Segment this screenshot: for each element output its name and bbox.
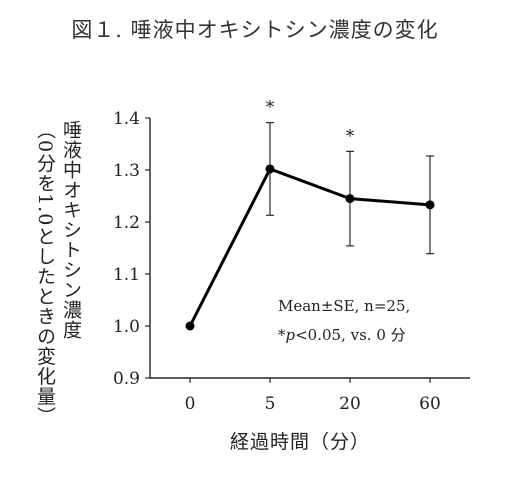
stats-note-line1: Mean±SE, n=25, — [278, 297, 411, 315]
data-point — [185, 321, 195, 331]
data-point — [265, 164, 275, 174]
y-axis-label: 唾液中オキシトシン濃度 （0分を1.0としたときの変化量） — [28, 120, 84, 440]
stats-note-p: p — [285, 326, 296, 344]
y-tick-label: 1.3 — [113, 161, 140, 181]
y-axis-label-line2: （0分を1.0としたときの変化量） — [34, 120, 56, 427]
series-line — [188, 167, 431, 327]
y-tick-label: 1.0 — [113, 317, 140, 337]
stats-note-asterisk: * — [278, 326, 286, 344]
x-tick-label: 20 — [339, 394, 361, 414]
stats-note: Mean±SE, n=25, *p<0.05, vs. 0 分 — [278, 292, 410, 350]
data-point — [345, 194, 355, 204]
y-tick-label: 1.2 — [113, 213, 140, 233]
x-tick-label: 0 — [185, 394, 196, 414]
x-axis-label: 経過時間（分） — [229, 431, 370, 453]
significance-mark: * — [266, 98, 275, 118]
y-axis-label-line1: 唾液中オキシトシン濃度 — [60, 120, 82, 340]
chart-title: 図１. 唾液中オキシトシン濃度の変化 — [71, 18, 439, 42]
x-tick-label: 60 — [419, 394, 441, 414]
y-tick-label: 1.1 — [113, 265, 140, 285]
data-point — [425, 200, 435, 210]
stats-note-line2: *p<0.05, vs. 0 分 — [278, 321, 410, 350]
stats-note-rest: <0.05, vs. 0 分 — [295, 326, 406, 344]
x-tick-label: 5 — [265, 394, 276, 414]
y-tick-label: 0.9 — [113, 369, 140, 389]
y-tick-label: 1.4 — [113, 109, 140, 129]
significance-mark: * — [346, 126, 355, 146]
